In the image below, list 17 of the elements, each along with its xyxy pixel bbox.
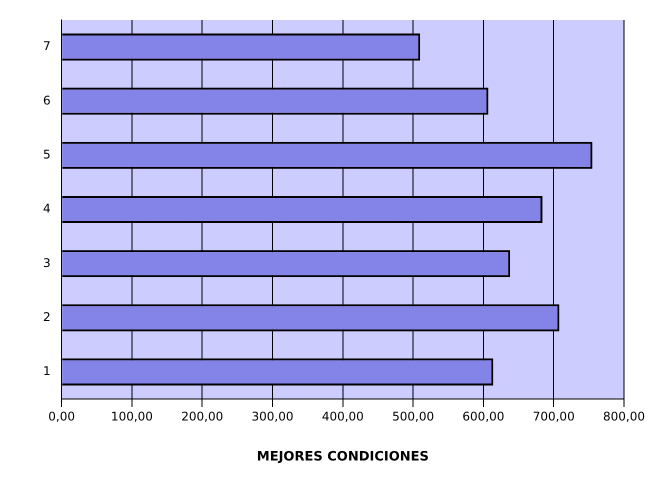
y-tick-label: 1 bbox=[42, 364, 51, 378]
y-tick-label: 5 bbox=[42, 147, 51, 162]
x-tick-label: 0,00 bbox=[48, 409, 75, 424]
x-tick-label: 200,00 bbox=[181, 409, 224, 424]
x-axis-title: MEJORES CONDICIONES bbox=[256, 450, 429, 465]
x-tick-label: 600,00 bbox=[462, 409, 504, 424]
y-tick-label: 3 bbox=[42, 256, 51, 270]
y-tick-label: 7 bbox=[42, 39, 51, 54]
y-tick-label: 6 bbox=[42, 93, 51, 108]
x-tick-label: 300,00 bbox=[252, 409, 294, 424]
y-tick-label: 4 bbox=[42, 202, 51, 216]
y-tick-label: 2 bbox=[42, 310, 51, 324]
x-tick-label: 800,00 bbox=[603, 409, 646, 424]
x-tick-label: 700,00 bbox=[532, 409, 575, 424]
x-tick-label: 400,00 bbox=[322, 409, 364, 424]
x-tick-label: 100,00 bbox=[110, 409, 153, 424]
x-tick-label: 500,00 bbox=[392, 409, 434, 424]
